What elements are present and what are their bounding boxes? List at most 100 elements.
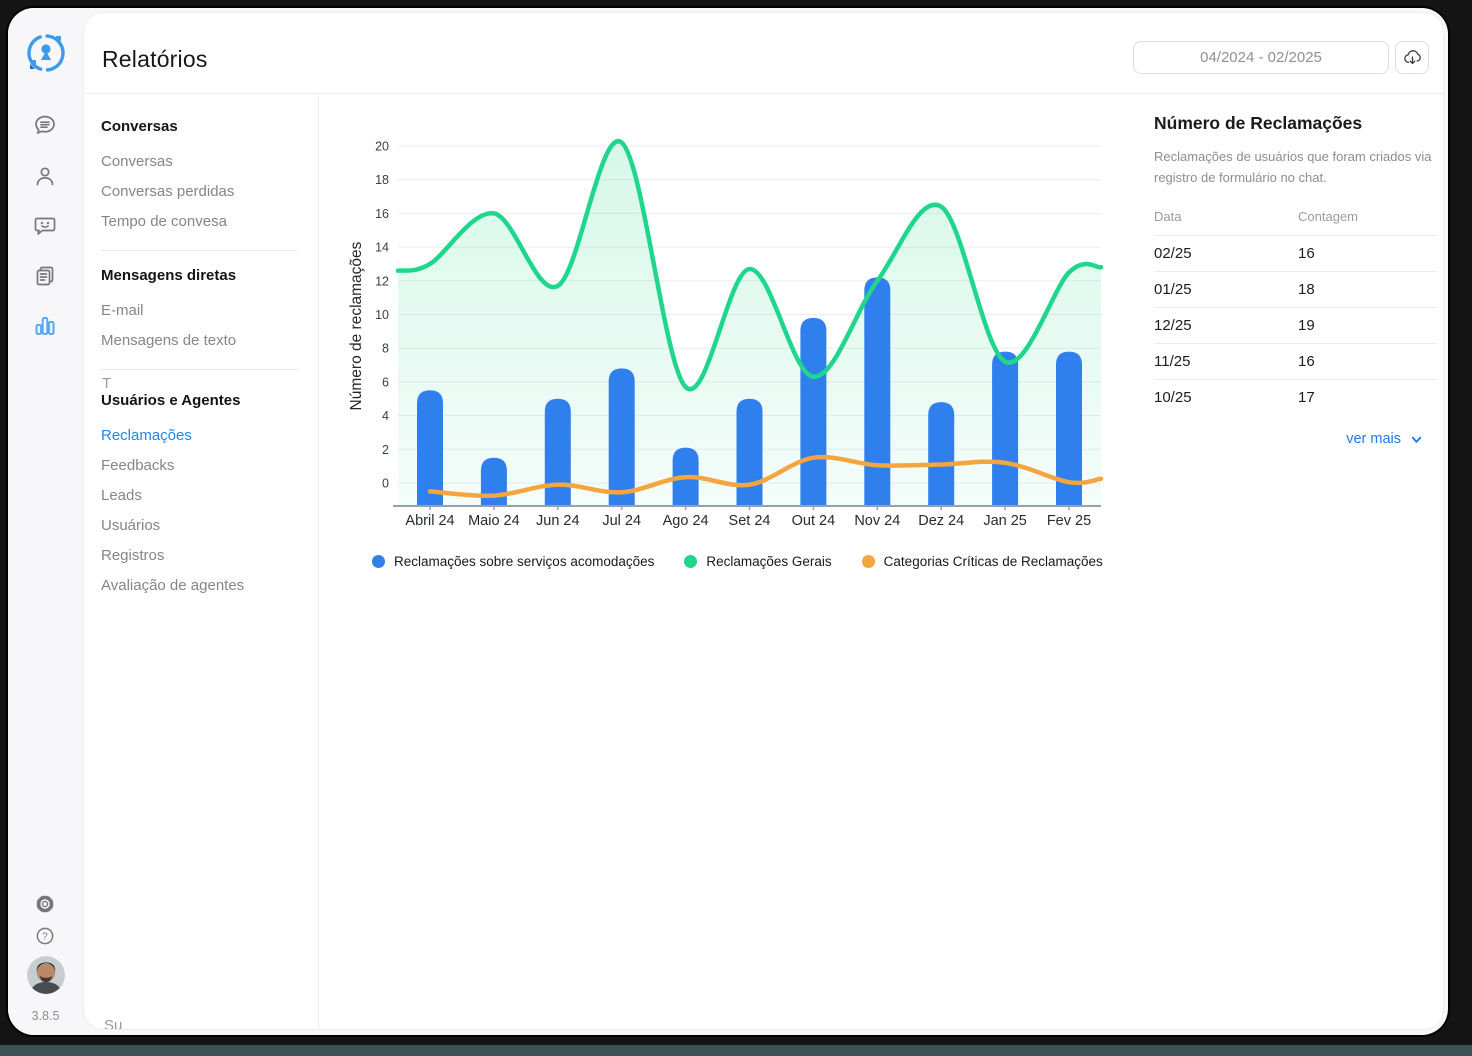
y-tick-label: 4 <box>382 409 389 423</box>
nav-item-tempo-de-convesa[interactable]: Tempo de convesa <box>101 213 227 230</box>
bar-jan-25[interactable] <box>992 351 1019 506</box>
svg-text:?: ? <box>42 932 48 943</box>
y-axis-title: Número de reclamações <box>348 241 365 410</box>
x-tick-label: Jun 24 <box>536 513 580 529</box>
bar-set-24[interactable] <box>736 398 763 506</box>
reports-icon[interactable] <box>25 306 65 346</box>
date-range-input[interactable]: 04/2024 - 02/2025 <box>1133 41 1389 74</box>
legend-item[interactable]: Categorias Críticas de Reclamações <box>861 554 1103 569</box>
row-date: 02/25 <box>1154 245 1192 262</box>
y-tick-label: 2 <box>382 443 389 457</box>
y-tick-label: 18 <box>375 173 389 187</box>
icon-rail: ? 3.8.5 <box>8 8 83 1035</box>
report-nav: Conversas Conversas Conversas perdidas Temp… <box>84 94 319 1029</box>
nav-item-e-mail[interactable]: E-mail <box>101 302 144 319</box>
line-categorias-criticas <box>427 454 1104 499</box>
row-count: 18 <box>1298 281 1315 298</box>
row-count: 16 <box>1298 245 1315 262</box>
x-tick-label: Jan 25 <box>983 513 1027 529</box>
complaints-chart: 0 2 4 6 8 10 12 14 16 18 20 Número de reclamações Ab… <box>341 119 1116 531</box>
contacts-icon[interactable] <box>25 156 65 196</box>
help-icon[interactable]: ? <box>25 916 65 956</box>
row-date: 12/25 <box>1154 317 1192 334</box>
bar-nov-24[interactable] <box>864 277 891 506</box>
bar-maio-24[interactable] <box>480 457 507 506</box>
app-logo-icon[interactable] <box>23 30 69 76</box>
x-tick-label: Dez 24 <box>918 513 964 529</box>
nav-item-conversas[interactable]: Conversas <box>101 153 173 170</box>
row-count: 16 <box>1298 353 1315 370</box>
legend-dot-icon <box>861 555 875 568</box>
table-row: 12/25 19 <box>1154 308 1437 344</box>
conversations-icon[interactable] <box>25 106 65 146</box>
nav-section-header: Usuários e Agentes <box>101 392 241 409</box>
y-tick-label: 12 <box>375 274 389 288</box>
ver-mais-label: ver mais <box>1346 431 1401 447</box>
legend-label: Categorias Críticas de Reclamações <box>883 554 1103 569</box>
column-count: Contagem <box>1298 209 1358 224</box>
chart-legend: Reclamações sobre serviços acomodações Re… <box>372 554 1103 569</box>
x-tick-label: Fev 25 <box>1047 513 1091 529</box>
x-tick-label: Nov 24 <box>854 513 900 529</box>
complaints-table: Data Contagem 02/25 16 01/25 18 12/25 19 11/25… <box>1154 209 1437 415</box>
x-tick-label: Maio 24 <box>468 513 520 529</box>
y-tick-label: 20 <box>375 140 389 154</box>
page-header: Relatórios 04/2024 - 02/2025 <box>84 13 1443 94</box>
area-fill-reclamacoes-gerais <box>398 141 1101 507</box>
settings-gear-icon[interactable] <box>25 884 65 924</box>
nav-item-conversas-perdidas[interactable]: Conversas perdidas <box>101 183 235 200</box>
nav-item-feedbacks[interactable]: Feedbacks <box>101 457 175 474</box>
bar-abril-24[interactable] <box>417 390 443 506</box>
row-count: 17 <box>1298 389 1315 406</box>
nav-item-usu-rios[interactable]: Usuários <box>101 517 161 534</box>
table-row: 01/25 18 <box>1154 272 1437 308</box>
row-date: 10/25 <box>1154 389 1192 406</box>
nav-clipped-item-top: T <box>102 376 112 388</box>
column-date: Data <box>1154 209 1182 224</box>
bar-jun-24[interactable] <box>544 398 571 506</box>
bar-fev-25[interactable] <box>1056 351 1082 506</box>
y-tick-label: 10 <box>375 308 389 322</box>
panel-description: Reclamações de usuários que foram criado… <box>1154 149 1432 185</box>
y-tick-label: 0 <box>382 477 389 491</box>
x-tick-label: Set 24 <box>729 513 771 529</box>
documents-icon[interactable] <box>25 256 65 296</box>
y-tick-label: 16 <box>375 207 389 221</box>
y-tick-label: 6 <box>382 375 389 389</box>
nav-section-header: Mensagens diretas <box>101 267 237 284</box>
row-date: 01/25 <box>1154 281 1192 298</box>
x-tick-label: Ago 24 <box>663 513 709 529</box>
nav-item-mensagens-de-texto[interactable]: Mensagens de texto <box>101 332 237 349</box>
nav-item-leads[interactable]: Leads <box>101 487 142 504</box>
nav-item-registros[interactable]: Registros <box>101 547 165 564</box>
panel-title: Número de Reclamações <box>1154 113 1363 133</box>
app-window: ? 3.8.5 Relatórios 04/2024 - 02/2025 <box>8 8 1448 1035</box>
line-reclamacoes-gerais <box>395 139 1104 392</box>
legend-label: Reclamações sobre serviços acomodações <box>394 554 655 569</box>
bar-out-24[interactable] <box>800 317 827 506</box>
legend-item[interactable]: Reclamações Gerais <box>684 554 832 569</box>
ver-mais-link[interactable]: ver mais <box>1154 431 1437 447</box>
nav-divider <box>101 369 298 370</box>
download-button[interactable] <box>1395 41 1429 74</box>
y-tick-label: 14 <box>375 241 389 255</box>
nav-item-avalia-o-de-agentes[interactable]: Avaliação de agentes <box>101 577 245 594</box>
table-row: 10/25 17 <box>1154 380 1437 415</box>
bar-jul-24[interactable] <box>608 368 635 506</box>
nav-item-reclama-es[interactable]: Reclamações <box>101 427 192 444</box>
complaints-panel: Número de Reclamações Reclamações de usu… <box>1154 113 1437 447</box>
x-tick-label: Jul 24 <box>602 513 641 529</box>
legend-item[interactable]: Reclamações sobre serviços acomodações <box>372 554 654 569</box>
content-card: Relatórios 04/2024 - 02/2025 Conversas Co… <box>83 12 1444 1030</box>
y-tick-label: 8 <box>382 342 389 356</box>
nav-divider <box>101 250 298 251</box>
nav-section-header: Conversas <box>101 118 178 135</box>
table-header: Data Contagem <box>1154 209 1437 236</box>
nav-sections: Conversas Conversas Conversas perdidas Temp… <box>101 116 300 601</box>
table-row: 11/25 16 <box>1154 344 1437 380</box>
x-tick-label: Out 24 <box>792 513 836 529</box>
bar-dez-24[interactable] <box>928 402 955 506</box>
avatar[interactable] <box>27 956 65 994</box>
feedback-icon[interactable] <box>25 206 65 246</box>
legend-dot-icon <box>372 555 385 568</box>
